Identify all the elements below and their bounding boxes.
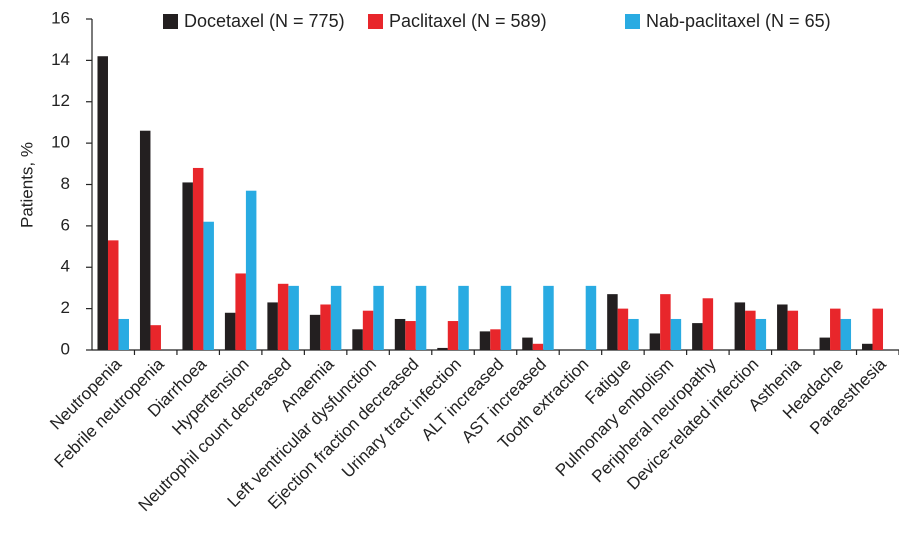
bar xyxy=(288,285,299,350)
legend-label: Nab-paclitaxel (N = 65) xyxy=(646,11,831,31)
y-tick-label: 14 xyxy=(51,50,70,69)
legend-label: Docetaxel (N = 775) xyxy=(184,11,345,31)
bar xyxy=(872,308,884,350)
bar xyxy=(405,321,416,350)
bar xyxy=(670,318,682,350)
bar xyxy=(352,329,363,350)
bar xyxy=(745,310,756,350)
bar xyxy=(97,56,108,351)
bar xyxy=(777,304,788,350)
legend-swatch xyxy=(625,14,640,29)
bar xyxy=(628,318,639,350)
bar xyxy=(607,294,618,350)
bar xyxy=(819,337,831,350)
bar xyxy=(500,285,512,350)
bar xyxy=(617,308,629,350)
bar xyxy=(309,314,321,350)
bar xyxy=(649,333,661,350)
bar xyxy=(522,337,533,350)
y-tick-label: 8 xyxy=(61,174,70,193)
y-axis-label: Patients, % xyxy=(17,142,36,228)
bar xyxy=(267,302,278,350)
bar xyxy=(437,347,448,350)
bar xyxy=(139,130,151,350)
bar xyxy=(373,285,384,350)
bar xyxy=(830,308,841,350)
bar xyxy=(330,285,342,350)
bar xyxy=(224,312,236,350)
legend-swatch xyxy=(368,14,383,29)
bar xyxy=(490,329,501,350)
y-tick-label: 16 xyxy=(51,8,70,27)
bar xyxy=(787,310,799,350)
bar xyxy=(192,167,204,350)
bar xyxy=(585,285,597,350)
bar xyxy=(702,298,714,350)
y-tick-label: 0 xyxy=(61,339,70,358)
bar xyxy=(118,318,129,350)
bar xyxy=(660,294,671,350)
legend-swatch xyxy=(163,14,178,29)
y-tick-label: 10 xyxy=(51,133,70,152)
bar xyxy=(277,283,289,350)
bar xyxy=(458,285,469,350)
bar xyxy=(107,240,119,350)
y-tick-label: 2 xyxy=(61,298,70,317)
bar xyxy=(734,302,746,350)
bar xyxy=(447,321,459,350)
bar xyxy=(532,343,544,350)
bar xyxy=(543,285,554,350)
y-tick-label: 12 xyxy=(51,91,70,110)
bar xyxy=(479,331,491,350)
bar xyxy=(182,182,193,350)
bar xyxy=(755,318,767,350)
bar xyxy=(362,310,374,350)
bar xyxy=(692,323,703,350)
bar xyxy=(203,221,214,350)
bar xyxy=(235,273,246,350)
bar xyxy=(320,304,331,350)
y-tick-label: 6 xyxy=(61,215,70,234)
legend-label: Paclitaxel (N = 589) xyxy=(389,11,547,31)
bar xyxy=(150,325,161,350)
y-tick-label: 4 xyxy=(61,257,70,276)
bar xyxy=(394,318,406,350)
bar xyxy=(862,343,873,350)
bar xyxy=(840,318,852,350)
bar xyxy=(415,285,427,350)
bar xyxy=(245,190,257,350)
